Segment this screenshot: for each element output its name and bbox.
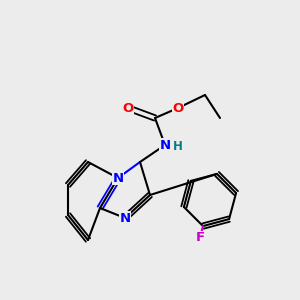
- Text: N: N: [112, 172, 124, 184]
- Text: N: N: [119, 212, 130, 224]
- Text: H: H: [172, 140, 182, 153]
- Text: F: F: [195, 231, 205, 244]
- Text: O: O: [122, 101, 134, 115]
- Text: N: N: [159, 139, 171, 152]
- Text: O: O: [172, 101, 184, 115]
